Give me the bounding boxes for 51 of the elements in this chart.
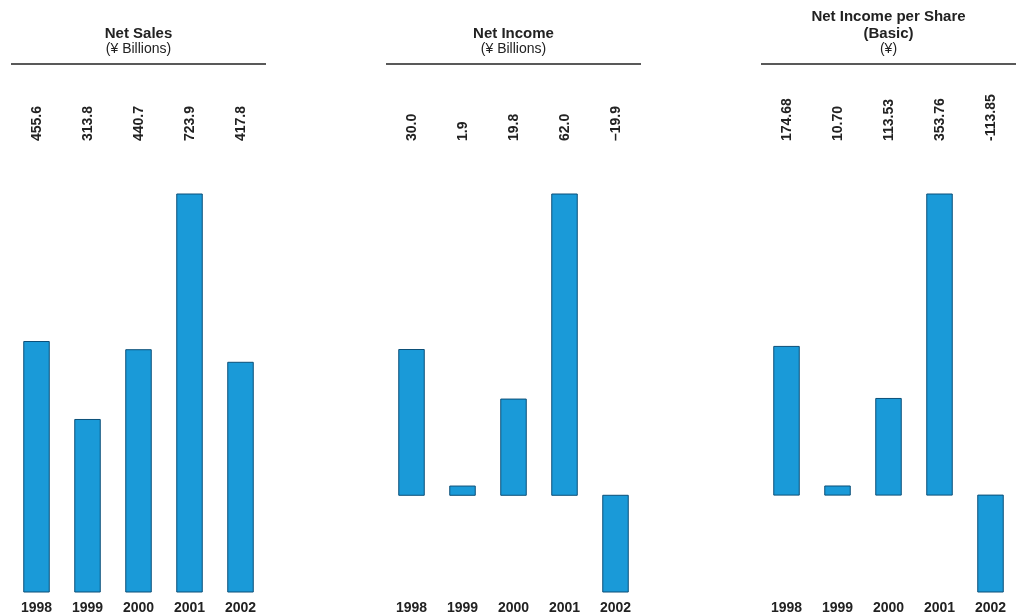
- bar: [449, 485, 476, 496]
- chart-subtitle: (¥ Billions): [105, 39, 172, 56]
- x-tick-label: 1999: [446, 598, 479, 612]
- data-label: 1.9: [453, 121, 470, 141]
- bar: [602, 494, 629, 593]
- x-tick-label: 2000: [497, 598, 530, 612]
- bar: [23, 341, 50, 593]
- data-label: 10.70: [828, 105, 845, 141]
- bar: [227, 361, 254, 593]
- data-label: 62.0: [555, 113, 572, 141]
- bar: [398, 349, 425, 496]
- bar: [125, 349, 152, 593]
- bar: [977, 494, 1004, 593]
- data-label: 19.8: [504, 113, 521, 141]
- x-tick-label: 1999: [821, 598, 854, 612]
- data-label: 353.76: [930, 97, 947, 141]
- chart-title: Net Income per Share (Basic): [811, 6, 966, 41]
- x-tick-label: 2001: [923, 598, 956, 612]
- bar: [824, 485, 851, 496]
- bar: [551, 193, 578, 496]
- bar: [74, 418, 101, 593]
- chart-subtitle: (¥ Billions): [480, 39, 547, 56]
- x-tick-label: 2002: [599, 598, 632, 612]
- x-tick-label: 2001: [548, 598, 581, 612]
- x-tick-label: 1998: [395, 598, 428, 612]
- x-tick-label: 2002: [974, 598, 1007, 612]
- x-tick-label: 2001: [173, 598, 206, 612]
- data-label: 723.9: [180, 105, 197, 141]
- x-tick-label: 2000: [122, 598, 155, 612]
- bar: [500, 398, 527, 496]
- data-label: 455.6: [27, 105, 44, 141]
- data-label: -113.85: [981, 94, 998, 141]
- bar: [773, 345, 800, 496]
- bar: [926, 193, 953, 496]
- bar: [875, 397, 902, 496]
- x-tick-label: 1998: [20, 598, 53, 612]
- data-label: –19.9: [606, 105, 623, 141]
- data-label: 313.8: [78, 105, 95, 141]
- chart-subtitle: (¥): [879, 39, 898, 56]
- data-label: 174.68: [777, 97, 794, 141]
- x-tick-label: 1998: [770, 598, 803, 612]
- data-label: 440.7: [129, 105, 146, 141]
- chart-title: Net Income: [473, 23, 554, 41]
- data-label: 417.8: [231, 105, 248, 141]
- chart-title: Net Sales: [104, 23, 173, 41]
- data-label: 30.0: [402, 113, 419, 141]
- x-tick-label: 1999: [71, 598, 104, 612]
- bar: [176, 193, 203, 593]
- data-label: 113.53: [879, 98, 896, 141]
- x-tick-label: 2002: [224, 598, 257, 612]
- x-tick-label: 2000: [872, 598, 905, 612]
